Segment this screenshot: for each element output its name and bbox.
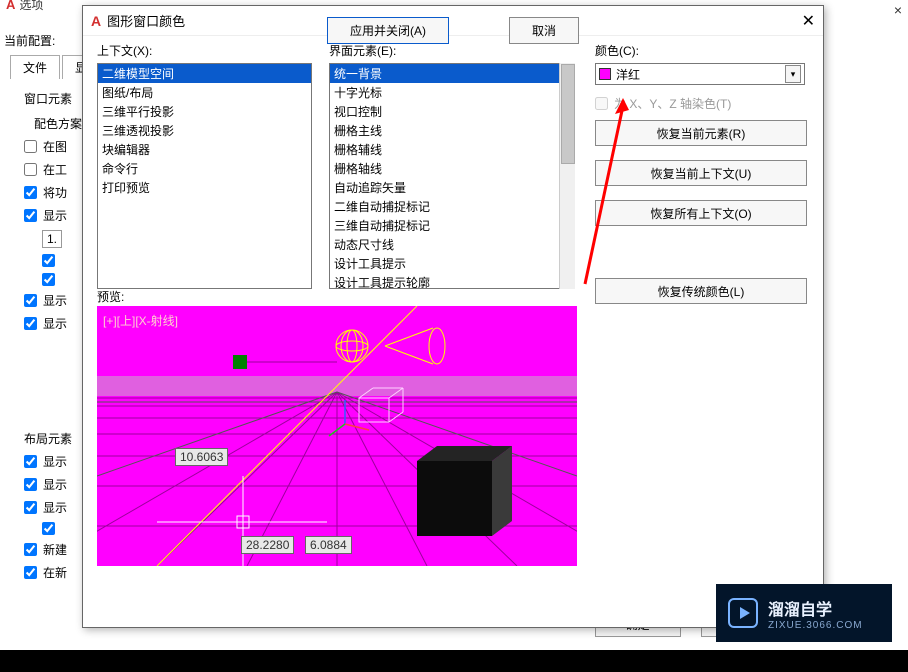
context-item[interactable]: 二维模型空间 (98, 64, 311, 83)
dialog-buttons: 应用并关闭(A) 取消 (83, 17, 823, 44)
element-label: 界面元素(E): (329, 42, 575, 59)
context-item[interactable]: 图纸/布局 (98, 83, 311, 102)
bottom-black-bar (0, 650, 908, 672)
element-item[interactable]: 十字光标 (330, 83, 574, 102)
watermark-title: 溜溜自学 (768, 596, 863, 620)
chk-l1[interactable] (24, 455, 37, 468)
chk-sub1[interactable] (42, 254, 55, 267)
element-scrollbar[interactable] (559, 63, 575, 289)
chk-show1[interactable] (24, 209, 37, 222)
element-item[interactable]: 三维自动捕捉标记 (330, 216, 574, 235)
element-listbox[interactable]: 统一背景十字光标视口控制栅格主线栅格辅线栅格轴线自动追踪矢量二维自动捕捉标记三维… (329, 63, 575, 289)
element-item[interactable]: 栅格轴线 (330, 159, 574, 178)
restore-buttons: 恢复当前元素(R) 恢复当前上下文(U) 恢复所有上下文(O) 恢复传统颜色(L… (595, 120, 807, 304)
context-item[interactable]: 三维透视投影 (98, 121, 311, 140)
context-label: 上下文(X): (97, 42, 312, 59)
preview-value-3: 6.0884 (305, 536, 352, 554)
element-item[interactable]: 视口控制 (330, 102, 574, 121)
preview-svg (97, 306, 577, 566)
context-item[interactable]: 块编辑器 (98, 140, 311, 159)
element-item[interactable]: 二维自动捕捉标记 (330, 197, 574, 216)
dialog-body: 上下文(X): 二维模型空间图纸/布局三维平行投影三维透视投影块编辑器命令行打印… (83, 36, 823, 56)
chk-l3b[interactable] (42, 522, 55, 535)
element-item[interactable]: 设计工具提示 (330, 254, 574, 273)
delay-num[interactable]: 1. (42, 230, 62, 248)
chk-sub2[interactable] (42, 273, 55, 286)
restore-current-context-button[interactable]: 恢复当前上下文(U) (595, 160, 807, 186)
chk-func[interactable] (24, 186, 37, 199)
dialog-cancel-button[interactable]: 取消 (509, 17, 579, 44)
restore-all-contexts-button[interactable]: 恢复所有上下文(O) (595, 200, 807, 226)
window-elements-group: 窗口元素 配色方案 在图 在工 将功 显示 1. 显示 显示 (24, 90, 89, 332)
color-swatch (599, 68, 611, 80)
element-item[interactable]: 统一背景 (330, 64, 574, 83)
element-item[interactable]: 栅格辅线 (330, 140, 574, 159)
scrollbar-thumb[interactable] (561, 64, 575, 164)
color-scheme-label: 配色方案 (34, 115, 89, 132)
current-profile-label: 当前配置: (4, 32, 55, 49)
chevron-down-icon[interactable]: ▾ (785, 65, 801, 83)
preview-corner-text: [+][上][X-射线] (103, 312, 178, 329)
chk-in-tool[interactable] (24, 163, 37, 176)
preview-value-1: 10.6063 (175, 448, 228, 466)
chk-in-drawing[interactable] (24, 140, 37, 153)
tab-file[interactable]: 文件 (10, 55, 60, 79)
apply-close-button[interactable]: 应用并关闭(A) (327, 17, 449, 44)
context-listbox[interactable]: 二维模型空间图纸/布局三维平行投影三维透视投影块编辑器命令行打印预览 (97, 63, 312, 289)
options-title: 选项 (19, 0, 43, 13)
element-item[interactable]: 设计工具提示轮廓 (330, 273, 574, 289)
context-item[interactable]: 三维平行投影 (98, 102, 311, 121)
context-column: 上下文(X): 二维模型空间图纸/布局三维平行投影三维透视投影块编辑器命令行打印… (97, 42, 312, 289)
color-label: 颜色(C): (595, 42, 805, 59)
preview-value-2: 28.2280 (241, 536, 294, 554)
chk-show3[interactable] (24, 317, 37, 330)
preview-green-marker (233, 355, 247, 369)
restore-current-element-button[interactable]: 恢复当前元素(R) (595, 120, 807, 146)
chk-l4[interactable] (24, 543, 37, 556)
window-elements-title: 窗口元素 (24, 90, 89, 107)
tint-xyz-checkbox (595, 97, 608, 110)
color-dialog: A 图形窗口颜色 ✕ 上下文(X): 二维模型空间图纸/布局三维平行投影三维透视… (82, 5, 824, 628)
element-item[interactable]: 栅格主线 (330, 121, 574, 140)
element-column: 界面元素(E): 统一背景十字光标视口控制栅格主线栅格辅线栅格轴线自动追踪矢量二… (329, 42, 575, 289)
layout-elements-title: 布局元素 (24, 430, 89, 447)
chk-l3[interactable] (24, 501, 37, 514)
tint-xyz-row: 为 X、Y、Z 轴染色(T) (595, 95, 805, 112)
autocad-a-icon: A (6, 0, 15, 12)
watermark: 溜溜自学 ZIXUE.3066.COM (716, 584, 892, 642)
chk-l2[interactable] (24, 478, 37, 491)
layout-elements-group: 布局元素 显示 显示 显示 新建 在新 (24, 430, 89, 581)
watermark-url: ZIXUE.3066.COM (768, 620, 863, 631)
color-column: 颜色(C): 洋红 ▾ 为 X、Y、Z 轴染色(T) (595, 42, 805, 112)
context-item[interactable]: 打印预览 (98, 178, 311, 197)
context-item[interactable]: 命令行 (98, 159, 311, 178)
element-item[interactable]: 自动追踪矢量 (330, 178, 574, 197)
element-item[interactable]: 动态尺寸线 (330, 235, 574, 254)
play-icon (728, 598, 758, 628)
restore-classic-colors-button[interactable]: 恢复传统颜色(L) (595, 278, 807, 304)
chk-l5[interactable] (24, 566, 37, 579)
options-close-icon[interactable]: × (894, 2, 902, 18)
tint-xyz-label: 为 X、Y、Z 轴染色(T) (614, 95, 731, 112)
color-name: 洋红 (616, 66, 640, 83)
preview-pane: [+][上][X-射线] 10.6063 28.2280 6.0884 (97, 306, 577, 566)
preview-label: 预览: (97, 288, 124, 305)
color-dropdown[interactable]: 洋红 ▾ (595, 63, 805, 85)
chk-show2[interactable] (24, 294, 37, 307)
